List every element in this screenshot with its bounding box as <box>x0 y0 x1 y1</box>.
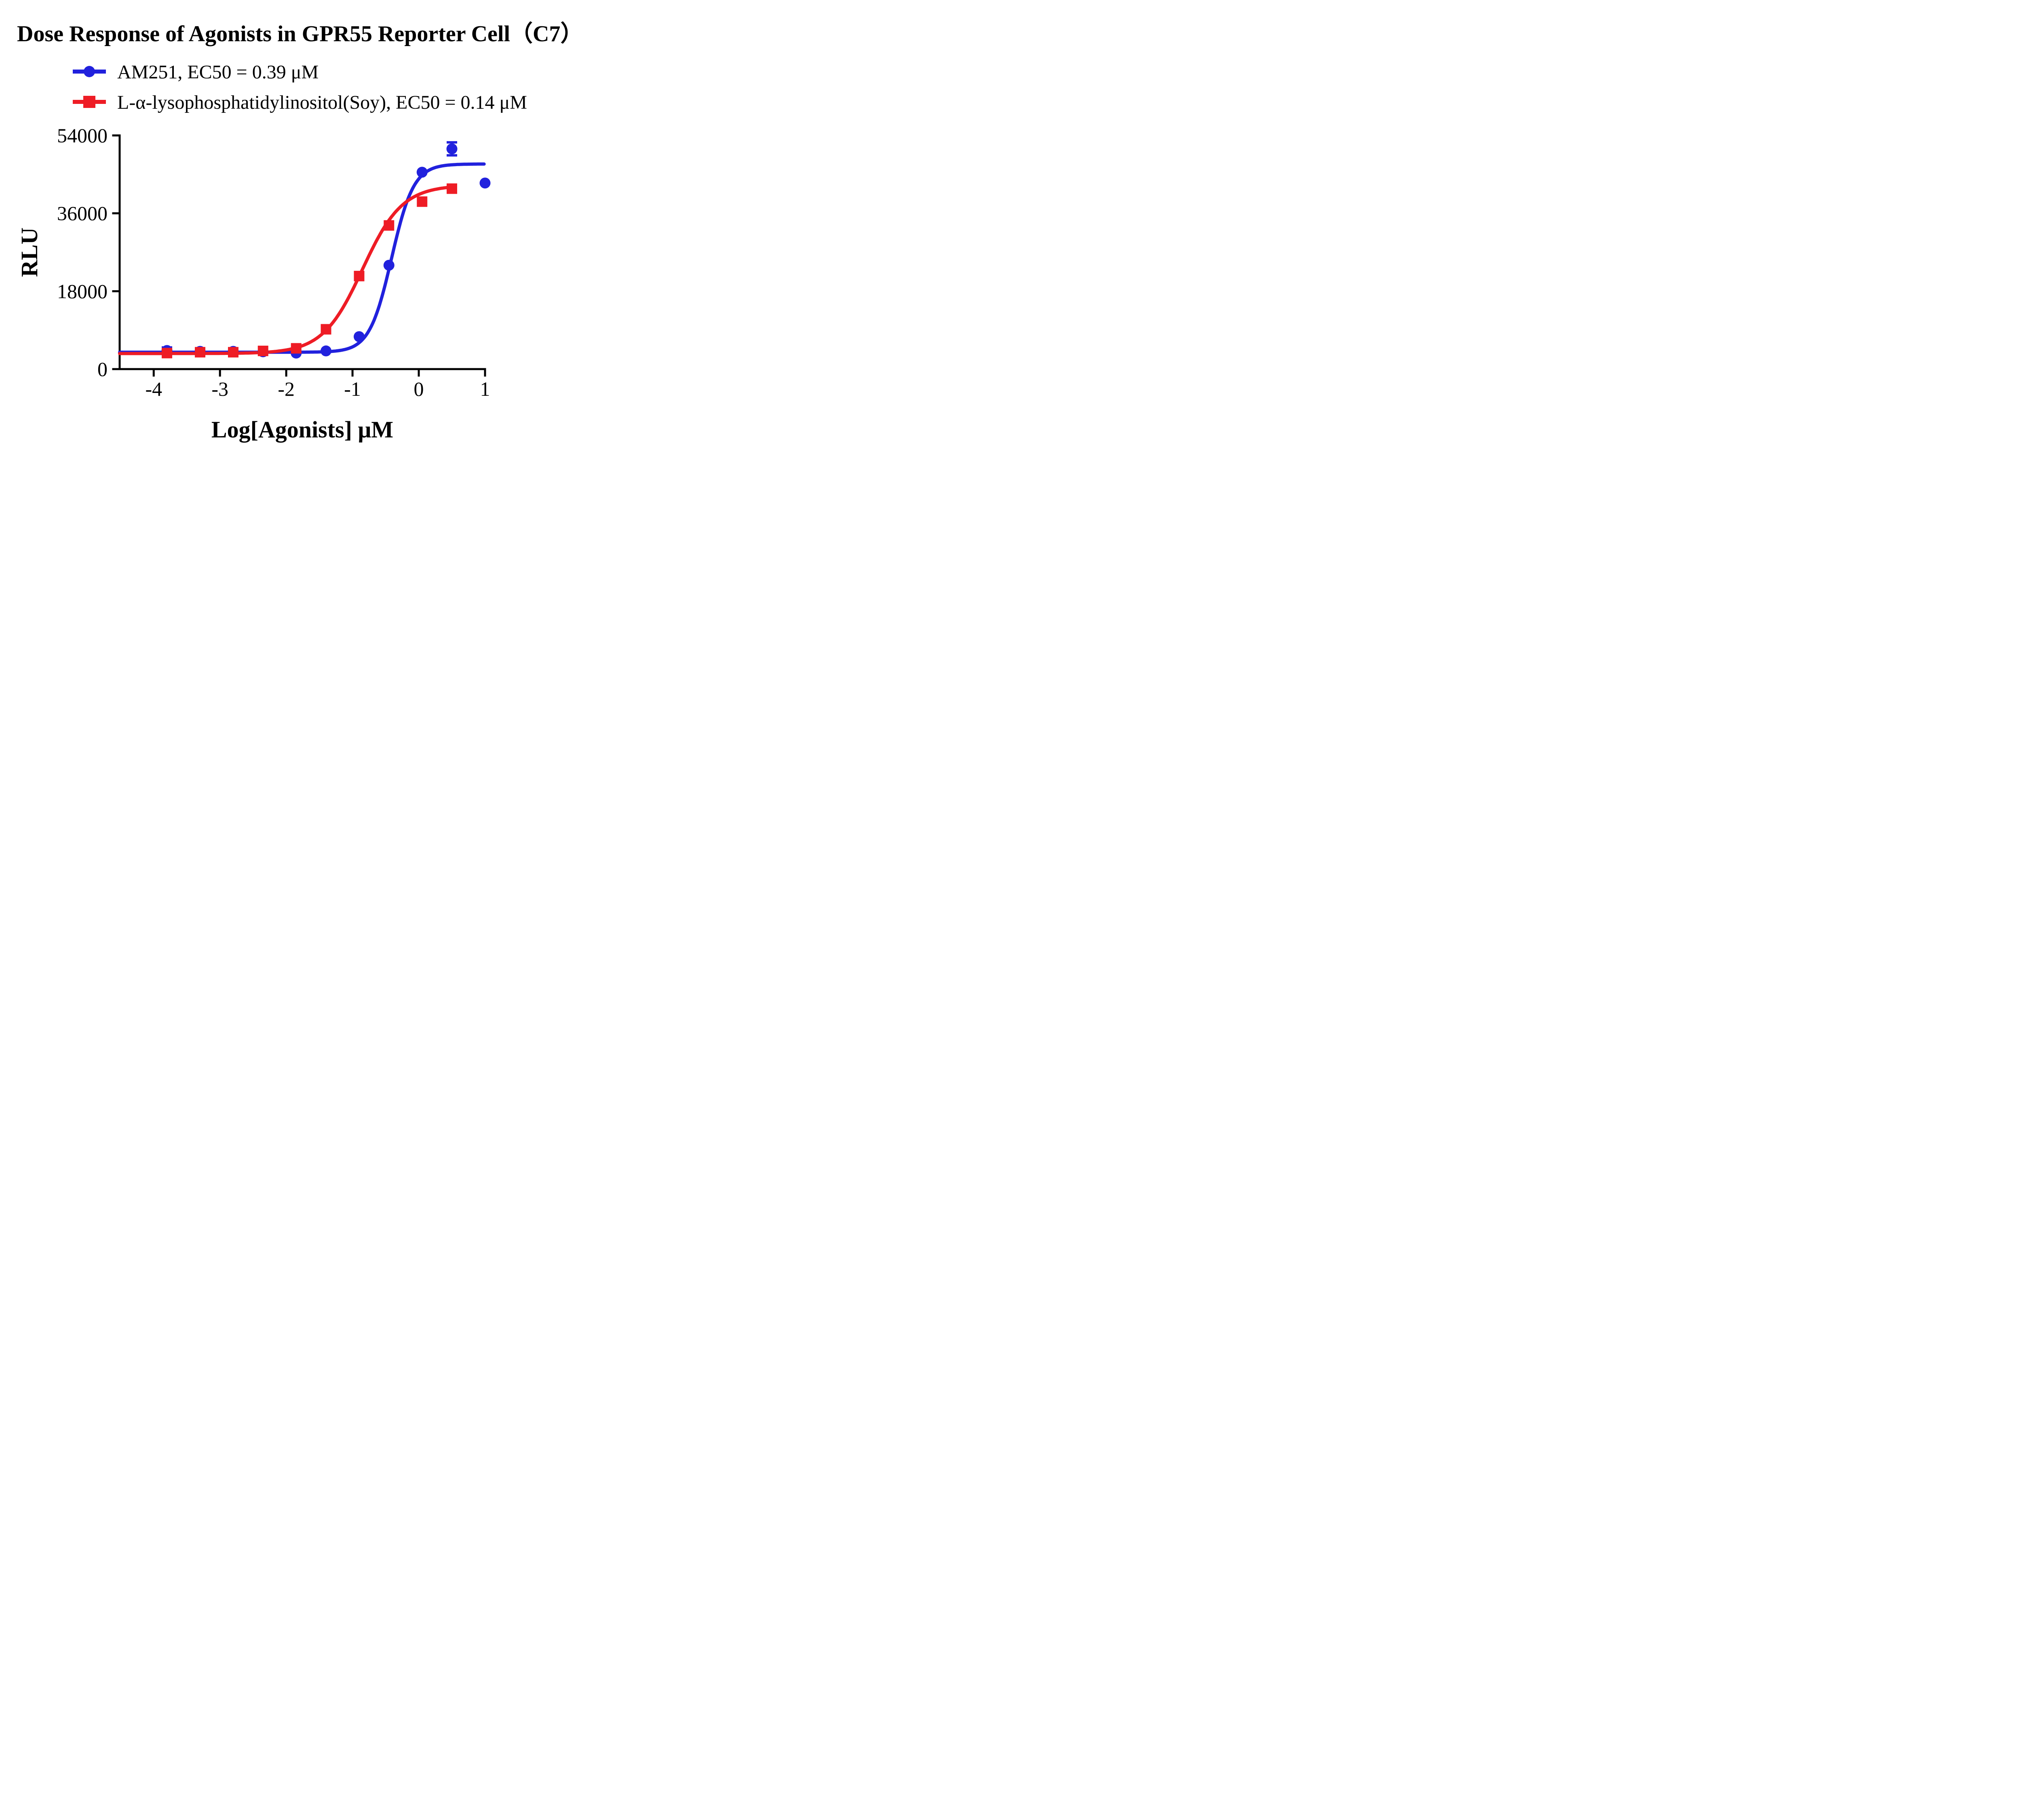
legend-item-lpi: L-α-lysophosphatidylinositol(Soy), EC50 … <box>73 92 527 113</box>
chart-page: Dose Response of Agonists in GPR55 Repor… <box>0 0 597 455</box>
y-tick-label: 0 <box>97 358 108 380</box>
y-axis-label: RLU <box>16 228 42 277</box>
data-point-am251 <box>416 167 428 178</box>
data-point-am251 <box>446 143 458 154</box>
legend-circle-marker-am251 <box>84 66 95 77</box>
data-point-lpi <box>291 343 302 354</box>
x-tick-label: -1 <box>344 378 361 400</box>
legend-square-marker-lpi <box>83 96 95 108</box>
data-point-lpi <box>321 324 331 335</box>
data-point-lpi <box>228 347 239 358</box>
x-tick-label: 1 <box>480 378 490 400</box>
legend-label-am251: AM251, EC50 = 0.39 μM <box>117 61 319 83</box>
y-tick-label: 54000 <box>57 124 108 147</box>
data-point-lpi <box>447 183 458 194</box>
data-point-am251 <box>321 345 332 357</box>
data-point-lpi <box>162 348 173 359</box>
x-axis-label: Log[Agonists] μM <box>211 416 393 443</box>
data-point-lpi <box>384 220 394 231</box>
data-point-lpi <box>257 346 268 357</box>
legend-item-am251: AM251, EC50 = 0.39 μM <box>73 61 319 83</box>
y-tick-label: 36000 <box>57 202 108 225</box>
x-tick-label: -2 <box>278 378 295 400</box>
data-point-lpi <box>195 347 206 358</box>
data-point-am251 <box>354 331 365 342</box>
data-point-am251 <box>383 260 394 271</box>
legend: AM251, EC50 = 0.39 μM L-α-lysophosphatid… <box>73 61 527 113</box>
x-tick-label: -3 <box>211 378 228 400</box>
data-point-lpi <box>354 270 365 281</box>
fit-curve-lpi <box>118 185 457 355</box>
x-tick-label: 0 <box>414 378 424 400</box>
chart-title: Dose Response of Agonists in GPR55 Repor… <box>17 21 583 46</box>
y-tick-label: 18000 <box>57 280 108 302</box>
data-point-lpi <box>417 196 428 207</box>
x-tick-label: -4 <box>145 378 162 400</box>
plot-area: -4 -3 -2 -1 0 1 0 18000 36000 54000 <box>57 124 491 400</box>
dose-response-chart: Dose Response of Agonists in GPR55 Repor… <box>16 21 583 443</box>
legend-label-lpi: L-α-lysophosphatidylinositol(Soy), EC50 … <box>117 92 527 113</box>
data-point-am251 <box>479 177 491 189</box>
